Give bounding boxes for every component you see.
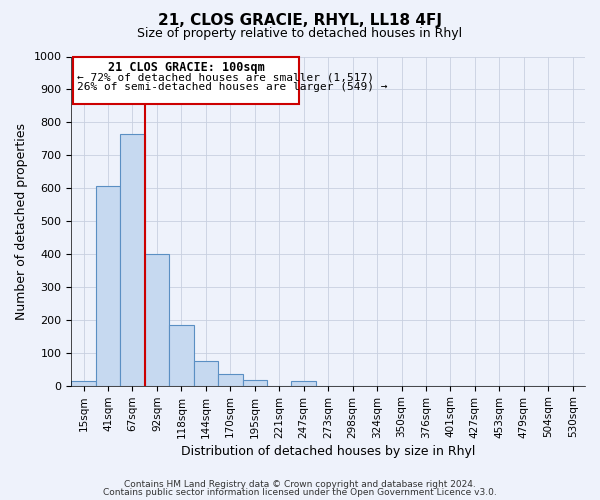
Y-axis label: Number of detached properties: Number of detached properties bbox=[15, 122, 28, 320]
Bar bbox=[96, 186, 120, 386]
X-axis label: Distribution of detached houses by size in Rhyl: Distribution of detached houses by size … bbox=[181, 444, 475, 458]
Bar bbox=[120, 134, 145, 386]
Bar bbox=[145, 254, 169, 386]
Bar bbox=[194, 361, 218, 386]
Text: 21, CLOS GRACIE, RHYL, LL18 4FJ: 21, CLOS GRACIE, RHYL, LL18 4FJ bbox=[158, 12, 442, 28]
Bar bbox=[71, 381, 96, 386]
Bar bbox=[169, 325, 194, 386]
Text: 26% of semi-detached houses are larger (549) →: 26% of semi-detached houses are larger (… bbox=[77, 82, 388, 92]
FancyBboxPatch shape bbox=[73, 56, 299, 104]
Bar bbox=[292, 382, 316, 386]
Bar bbox=[218, 374, 242, 386]
Text: ← 72% of detached houses are smaller (1,517): ← 72% of detached houses are smaller (1,… bbox=[77, 72, 374, 82]
Text: Size of property relative to detached houses in Rhyl: Size of property relative to detached ho… bbox=[137, 28, 463, 40]
Text: Contains public sector information licensed under the Open Government Licence v3: Contains public sector information licen… bbox=[103, 488, 497, 497]
Bar bbox=[242, 380, 267, 386]
Text: Contains HM Land Registry data © Crown copyright and database right 2024.: Contains HM Land Registry data © Crown c… bbox=[124, 480, 476, 489]
Text: 21 CLOS GRACIE: 100sqm: 21 CLOS GRACIE: 100sqm bbox=[107, 60, 265, 74]
